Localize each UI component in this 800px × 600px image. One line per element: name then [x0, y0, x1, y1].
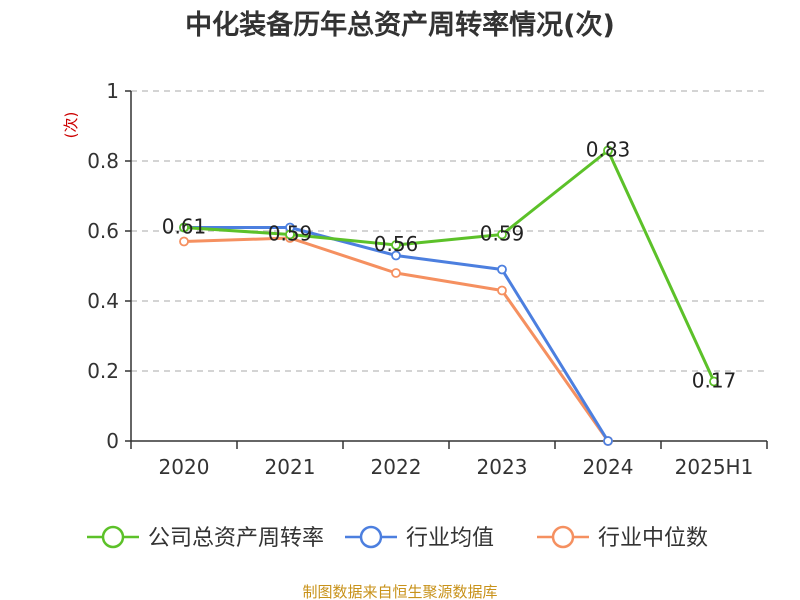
y-tick-label: 0.4 — [87, 289, 119, 313]
y-tick-label: 0.2 — [87, 359, 119, 383]
data-labels: 0.61 0.59 0.56 0.59 0.83 0.17 — [162, 138, 737, 393]
data-point — [179, 236, 189, 247]
y-tick-label: 0 — [106, 429, 119, 453]
data-label: 0.59 — [480, 222, 525, 246]
axes: 0 0.2 0.4 0.6 0.8 1 2020 2021 2022 2023 2024 2025H1 — [87, 79, 768, 479]
x-tick-label: 2023 — [477, 455, 528, 479]
x-tick-label: 2025H1 — [675, 455, 754, 479]
data-point — [603, 436, 613, 446]
data-point — [709, 376, 719, 387]
source-note: 制图数据来自恒生聚源数据库 — [302, 583, 497, 600]
legend-item[interactable]: 行业均值 — [345, 525, 494, 551]
x-tick-label: 2021 — [265, 455, 316, 479]
y-tick-label: 0.8 — [87, 149, 119, 173]
legend-item[interactable]: 公司总资产周转率 — [87, 525, 324, 551]
data-label: 0.61 — [162, 215, 207, 239]
data-label: 0.56 — [374, 232, 419, 256]
legend-item[interactable]: 行业中位数 — [537, 525, 708, 551]
legend-swatch-marker — [359, 525, 383, 549]
chart-title: 中化装备历年总资产周转率情况(次) — [185, 9, 615, 41]
legend-label: 公司总资产周转率 — [148, 526, 324, 551]
x-tick-label: 2022 — [371, 455, 422, 479]
legend-label: 行业均值 — [406, 526, 494, 551]
data-point — [497, 285, 507, 296]
data-point — [179, 222, 189, 233]
data-point — [603, 145, 613, 156]
y-tick-label: 1 — [106, 79, 119, 103]
y-tick-label: 0.6 — [87, 219, 119, 243]
x-tick-label: 2020 — [159, 455, 210, 479]
legend-swatch-marker — [101, 525, 125, 549]
data-point — [391, 268, 401, 278]
gridlines — [131, 90, 767, 372]
legend-swatch-marker — [551, 525, 575, 549]
data-label: 0.17 — [692, 369, 737, 393]
data-label: 0.59 — [268, 222, 313, 246]
data-point — [391, 240, 401, 250]
series-layer — [179, 145, 719, 446]
legend: 公司总资产周转率 行业均值 行业中位数 — [87, 525, 708, 551]
data-label: 0.83 — [586, 138, 631, 162]
legend-label: 行业中位数 — [598, 526, 708, 551]
y-unit-label: (次) — [62, 112, 80, 139]
x-tick-label: 2024 — [583, 455, 634, 479]
data-point — [497, 229, 507, 240]
data-point — [497, 264, 507, 275]
data-point — [285, 229, 295, 240]
series-line — [183, 149, 716, 383]
data-point — [391, 250, 401, 261]
